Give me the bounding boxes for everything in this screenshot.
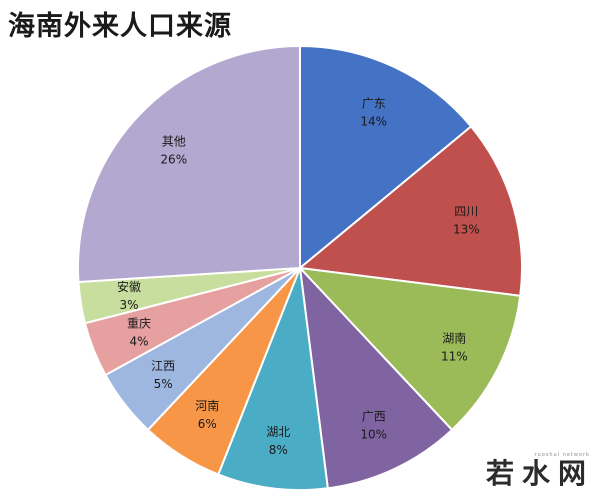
pie-slices [77, 44, 523, 491]
slice-label-1: 四川 [454, 205, 478, 219]
slice-value-3: 10% [360, 428, 387, 442]
slice-label-4: 湖北 [266, 424, 290, 439]
watermark-logo: 若水网 [485, 457, 594, 490]
slice-value-0: 14% [360, 114, 387, 128]
slice-value-9: 26% [160, 152, 187, 166]
pie-slice-9 [77, 44, 301, 283]
slice-value-8: 3% [119, 298, 138, 312]
pie-slice-0 [299, 44, 473, 271]
pie-slice-2 [297, 266, 522, 432]
pie-slice-4 [216, 267, 329, 491]
slice-label-2: 湖南 [442, 331, 466, 346]
slice-label-7: 重庆 [127, 317, 151, 331]
slice-value-7: 4% [129, 335, 148, 349]
slice-label-8: 安徽 [117, 279, 141, 294]
slice-value-5: 6% [198, 417, 217, 431]
pie-slice-1 [297, 125, 523, 297]
slice-label-9: 其他 [162, 134, 186, 148]
pie-slice-3 [298, 265, 454, 490]
slice-value-2: 11% [441, 350, 468, 364]
slice-label-6: 江西 [151, 359, 175, 373]
slice-label-5: 河南 [195, 398, 219, 413]
slice-value-6: 5% [154, 377, 173, 391]
slice-label-3: 广西 [362, 410, 386, 424]
slice-label-0: 广东 [362, 96, 386, 110]
slice-value-4: 8% [269, 443, 288, 457]
slice-value-1: 13% [453, 223, 480, 237]
pie-labels: 广东 14% 四川 13% 湖南 11% 广西 10% 湖北 8% 河南 6% 江西 5% 重庆 4% 安徽 3%… [117, 96, 480, 456]
chart-title: 海南外来人口来源 [8, 11, 232, 42]
watermark-subtext: ruoshui network [534, 452, 590, 458]
